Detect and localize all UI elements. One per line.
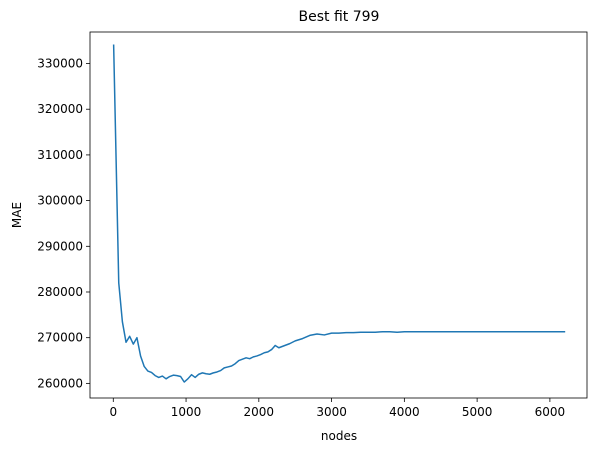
x-tick-label: 3000: [316, 405, 347, 419]
y-tick-label: 330000: [37, 57, 83, 71]
x-tick-label: 4000: [389, 405, 420, 419]
y-tick-label: 260000: [37, 376, 83, 390]
y-tick-label: 300000: [37, 194, 83, 208]
x-tick-label: 2000: [244, 405, 275, 419]
y-axis-ticks: 260000 270000 280000 290000 300000 310000 3200…: [37, 57, 90, 390]
x-axis-label: nodes: [321, 429, 357, 443]
plot-area: [112, 44, 566, 383]
y-tick-label: 310000: [37, 148, 83, 162]
plot-frame: [89, 31, 588, 399]
y-tick-label: 270000: [37, 331, 83, 345]
y-axis-label: MAE: [10, 202, 24, 228]
series-line-0: [112, 44, 566, 383]
y-tick-label: 320000: [37, 102, 83, 116]
y-tick-label: 290000: [37, 239, 83, 253]
x-tick-label: 1000: [171, 405, 202, 419]
x-axis-ticks: 0 1000 2000 3000 4000 5000 6000: [109, 398, 565, 419]
x-tick-label: 5000: [462, 405, 493, 419]
x-tick-label: 0: [109, 405, 117, 419]
y-tick-label: 280000: [37, 285, 83, 299]
x-tick-label: 6000: [535, 405, 566, 419]
chart-title: Best fit 799: [299, 9, 380, 25]
